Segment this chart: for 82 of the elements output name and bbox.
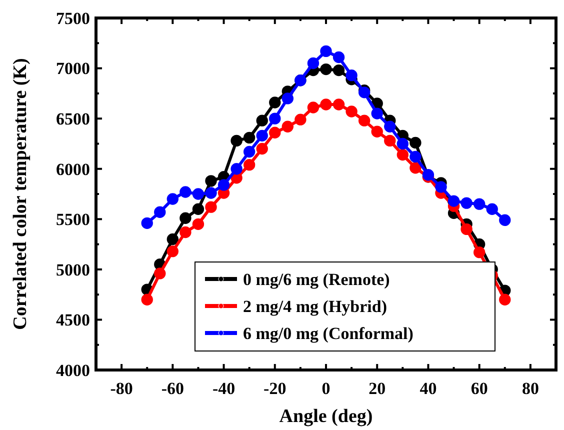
point [205, 201, 217, 213]
point [410, 150, 422, 163]
y-tick-label: 4500 [56, 310, 90, 330]
point [332, 98, 345, 110]
y-tick-label: 6500 [56, 110, 90, 129]
point [320, 45, 332, 58]
point [307, 57, 320, 70]
x-tick-label: -20 [264, 379, 286, 398]
y-tick-label: 5500 [56, 210, 90, 230]
point [243, 158, 256, 171]
point [282, 92, 294, 104]
point [307, 102, 320, 114]
y-tick-label: 7500 [56, 8, 90, 28]
point [410, 136, 422, 149]
point [180, 212, 192, 224]
point [294, 114, 306, 126]
legend-label: 0 mg/6 mg (Remote) [243, 270, 390, 289]
x-tick-label: -60 [161, 379, 184, 398]
point [141, 294, 153, 306]
point [396, 148, 409, 161]
point [256, 114, 268, 126]
point [243, 132, 256, 144]
point [205, 187, 217, 199]
point [166, 245, 179, 258]
point [205, 175, 217, 187]
point [371, 108, 383, 120]
point [320, 63, 332, 76]
y-tick-label: 6000 [56, 160, 90, 179]
point [180, 186, 192, 198]
point [180, 226, 192, 238]
point [396, 138, 409, 150]
x-tick-label: 0 [322, 379, 330, 398]
point [460, 223, 472, 236]
point [435, 181, 447, 193]
x-tick-label: -80 [110, 379, 133, 398]
point [346, 69, 358, 82]
point [320, 98, 332, 110]
x-tick-label: 20 [368, 379, 386, 398]
point [256, 130, 268, 142]
point [269, 126, 281, 138]
point [269, 112, 281, 124]
point [473, 246, 486, 258]
point [192, 203, 204, 215]
point [154, 268, 166, 280]
point [166, 193, 179, 205]
point [282, 120, 294, 132]
point [346, 106, 358, 118]
y-tick-label: 5000 [56, 260, 90, 280]
point [460, 197, 472, 209]
point [384, 120, 396, 132]
x-tick-label: 60 [470, 379, 488, 398]
point [371, 126, 383, 138]
point [410, 162, 422, 174]
point [269, 96, 281, 108]
point [230, 163, 242, 175]
point [448, 195, 460, 207]
point [192, 218, 204, 230]
x-axis-title: Angle (deg) [279, 406, 373, 427]
x-tick-label: 40 [420, 379, 437, 398]
point [499, 214, 511, 226]
point [154, 206, 166, 218]
x-tick-label: -40 [212, 379, 236, 398]
point [243, 146, 256, 158]
point [499, 294, 511, 306]
point [332, 64, 345, 76]
point [384, 134, 396, 147]
y-tick-label: 4000 [56, 360, 90, 380]
point [473, 198, 486, 210]
y-axis-title: Correlated color temperature (K) [10, 58, 31, 330]
x-tick-label: 80 [522, 379, 539, 398]
legend-label: 6 mg/0 mg (Conformal) [243, 324, 414, 343]
point [166, 233, 179, 246]
point [141, 217, 153, 230]
legend-label: 2 mg/4 mg (Hybrid) [243, 296, 388, 316]
point [256, 142, 268, 155]
point [192, 188, 204, 200]
point [486, 203, 498, 215]
point [230, 134, 242, 147]
y-tick-label: 7000 [56, 59, 90, 78]
point [358, 114, 370, 126]
point [218, 179, 230, 191]
point [332, 51, 345, 64]
